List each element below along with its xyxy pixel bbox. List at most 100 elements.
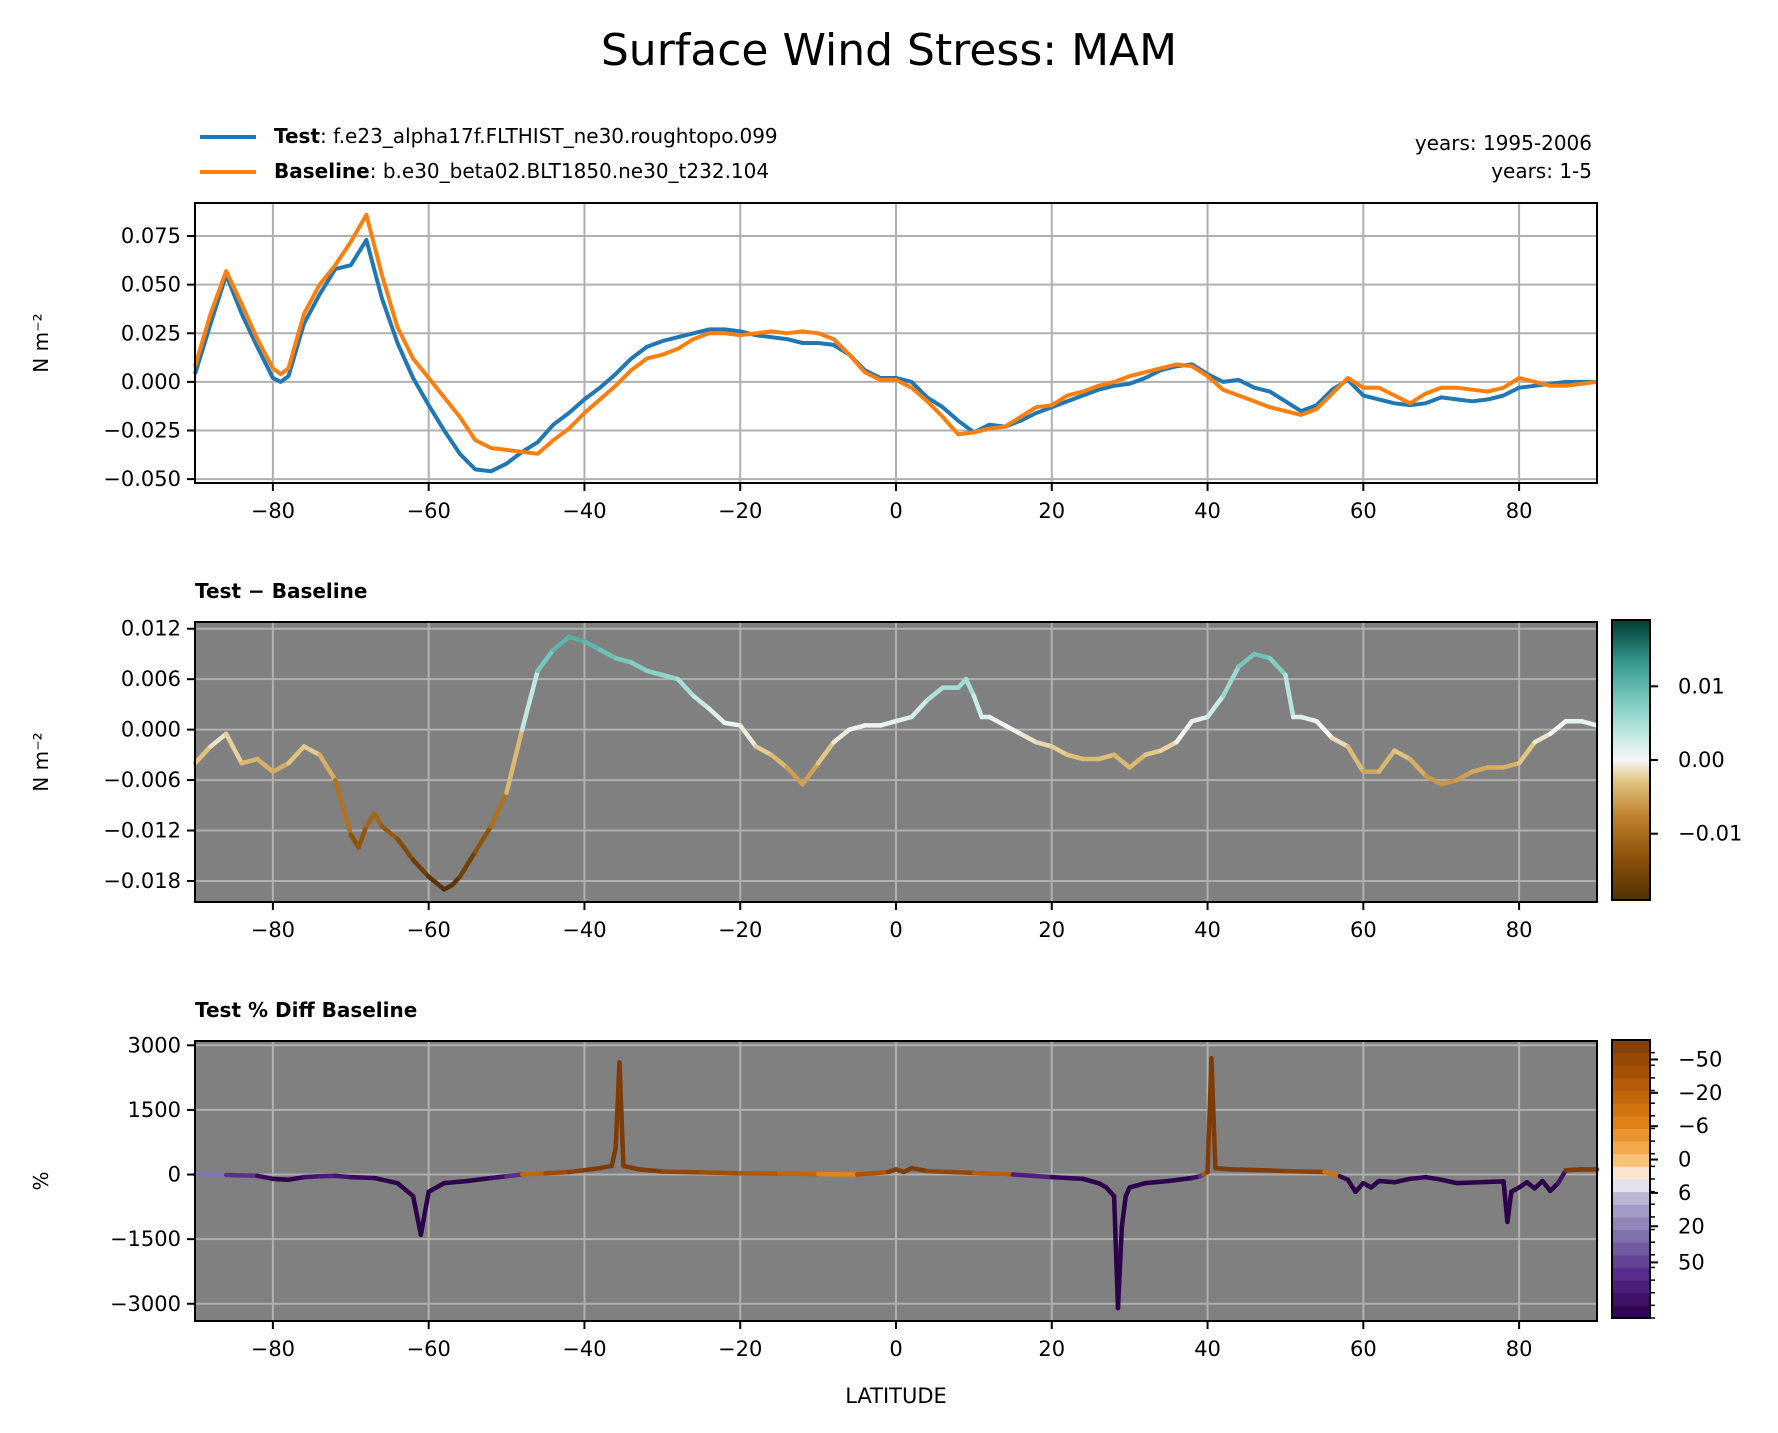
colorbar-tick-label: −6 [1678,1114,1709,1138]
x-tick-label: −60 [407,1337,451,1361]
line-segment [1010,1172,1055,1180]
line-segment [769,752,790,770]
colorbar-level [1612,1065,1650,1079]
line-segment [847,723,868,732]
y-tick-label: 0.000 [121,718,181,742]
line-segment [582,1165,603,1173]
colorbar-tick-label: −50 [1678,1047,1722,1071]
line-segment [660,672,681,682]
line-segment [831,727,852,745]
line-segment [426,1180,447,1195]
y-axis-label: % [29,1171,53,1190]
colorbar-level [1612,1242,1650,1256]
line-segment [784,765,805,787]
line-segment [699,1170,743,1176]
line-segment [504,727,525,795]
line-segment [395,836,416,863]
line-segment [815,739,836,766]
line-segment [504,1172,525,1179]
line-segment [566,634,587,644]
colorbar-level [1612,1052,1650,1066]
line-segment [1127,1180,1148,1190]
line-segment [1002,723,1023,737]
line-segment [909,697,930,720]
line-segment [1548,718,1569,737]
line-segment [192,744,213,766]
x-tick-label: −20 [718,499,762,523]
colorbar-tick-label: 50 [1678,1250,1705,1274]
line-segment [519,1170,548,1177]
line-segment [675,676,696,699]
line-segment [1049,1174,1086,1182]
y-tick-label: −0.050 [103,467,181,491]
line-segment [1220,664,1241,699]
line-segment [1236,651,1257,669]
line-segment [270,761,291,774]
y-tick-label: 0.075 [121,224,181,248]
line-segment [371,1175,400,1186]
y-tick-label: 0.000 [121,370,181,394]
line-segment [551,634,572,652]
line-segment [1501,761,1522,770]
line-segment [737,723,759,749]
colored-line [192,1055,1600,1311]
line-segment [1376,748,1397,774]
line-segment [441,1178,470,1186]
colorbar-level [1612,1040,1650,1054]
legend: Test: f.e23_alpha17f.FLTHIST_ne30.rought… [200,124,778,183]
line-segment [1423,773,1444,787]
line-segment [924,1168,977,1176]
x-tick-label: 20 [1038,499,1065,523]
line-segment [395,1180,416,1199]
line-segment [418,1189,431,1238]
line-segment [800,761,821,787]
x-tick-label: −80 [251,499,295,523]
line-segment [223,731,244,766]
years-baseline: years: 1-5 [1491,159,1592,183]
line-segment [410,857,431,880]
line-segment [488,1174,509,1181]
line-segment [1142,748,1164,758]
colorbar-tick-label: 0.01 [1678,674,1725,698]
line-segment [660,1169,704,1175]
colorbar-level [1612,1179,1650,1193]
line-segment [1283,672,1296,720]
series-line-baseline [193,212,1598,456]
panel-difference: −80 −60 −40 −20 0 20 40 60 80 −0.018 −0.012 −0.006 0… [29,579,1600,942]
line-segment [1283,1168,1327,1175]
y-axis-label: N m⁻² [29,313,53,372]
colorbar-level [1612,1305,1650,1319]
colorbar-level [1612,1216,1650,1231]
line-segment [924,685,945,703]
line-segment [1298,714,1319,724]
line-segment [971,1170,1016,1177]
line-segment [1345,1177,1358,1195]
line-segment [1228,1167,1265,1173]
colorbar-level [1612,1280,1650,1294]
legend-test-bold: Test [274,124,320,148]
line-segment [1579,718,1600,728]
line-segment [286,1174,307,1182]
line-segment [582,639,603,652]
line-segment [1080,1176,1101,1186]
colorbar-level [1612,1254,1650,1268]
line-segment [893,714,914,724]
y-tick-label: −0.012 [103,819,181,843]
line-segment [1049,744,1070,758]
line-segment [1470,765,1491,774]
x-tick-label: 40 [1194,1337,1221,1361]
colorbar-tick-label: −20 [1678,1081,1722,1105]
colorbar-level [1612,1153,1650,1167]
panel-percent-diff: −80 −60 −40 −20 0 20 40 60 80 −3000 −1500 0 1500 3000… [29,998,1600,1408]
line-segment [597,647,618,661]
colorbar-level [1612,1191,1650,1205]
line-segment [1267,655,1288,678]
colorbar-tick-label: 0.00 [1678,748,1725,772]
line-segment [963,676,977,699]
panel-wind-stress: −80 −60 −40 −20 0 20 40 60 80 −0.050 −0.025 0.000 0.… [29,202,1598,523]
line-segment [1345,744,1366,774]
x-tick-label: 80 [1506,918,1533,942]
figure-title: Surface Wind Stress: MAM [601,25,1177,76]
line-segment [1033,739,1055,749]
